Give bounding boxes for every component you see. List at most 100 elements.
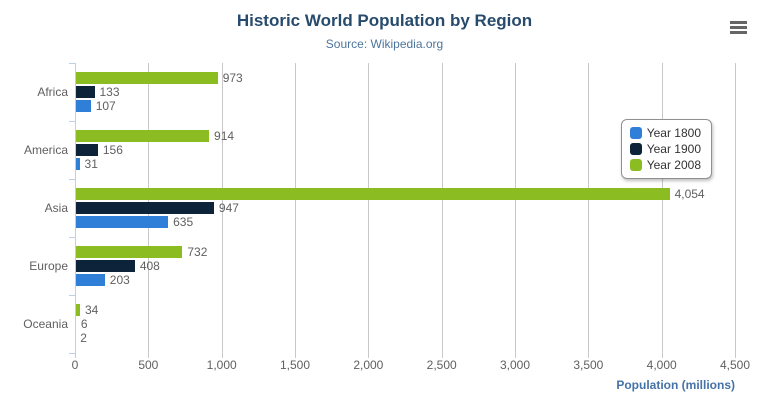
legend-swatch-icon bbox=[629, 127, 642, 139]
bar-year-1900[interactable] bbox=[75, 202, 214, 214]
x-axis-tick-label: 1,000 bbox=[206, 358, 237, 372]
bar-line: 732 bbox=[75, 246, 735, 258]
gridline bbox=[295, 63, 296, 353]
data-label: 947 bbox=[218, 201, 239, 215]
category-label: Europe bbox=[29, 259, 68, 273]
legend-item-year-1800[interactable]: Year 1800 bbox=[629, 125, 701, 141]
bar-year-1800[interactable] bbox=[75, 216, 169, 228]
x-axis-tick-label: 2,500 bbox=[426, 358, 457, 372]
data-label: 914 bbox=[214, 129, 235, 143]
x-axis-tick-label: 0 bbox=[71, 358, 79, 372]
legend-label: Year 1800 bbox=[646, 126, 701, 140]
gridline bbox=[441, 63, 443, 353]
bar-line: 947 bbox=[75, 202, 735, 214]
bar-line: 6 bbox=[75, 318, 735, 330]
x-axis-tick-label: 4,500 bbox=[719, 358, 751, 372]
category-label: America bbox=[23, 143, 68, 157]
bar-line: 4,054 bbox=[75, 188, 735, 200]
legend-item-year-1900[interactable]: Year 1900 bbox=[629, 141, 701, 157]
x-axis-labels: 0 500 1,000 1,500 2,000 2,500 3,000 3,500 4,000 4… bbox=[71, 358, 750, 374]
data-label: 156 bbox=[102, 143, 123, 157]
x-axis-tick bbox=[588, 353, 590, 358]
data-label: 2 bbox=[80, 331, 87, 345]
chart-subtitle: Source: Wikipedia.org bbox=[325, 37, 444, 51]
bar-year-2008[interactable] bbox=[75, 246, 183, 258]
gridline bbox=[661, 63, 663, 353]
y-axis-line bbox=[75, 63, 76, 353]
gridline bbox=[368, 63, 370, 353]
data-label: 4,054 bbox=[674, 187, 705, 201]
data-label: 6 bbox=[80, 317, 88, 331]
legend-swatch-icon bbox=[629, 143, 642, 155]
legend-item-year-2008[interactable]: Year 2008 bbox=[629, 157, 701, 173]
x-axis-tick bbox=[148, 353, 150, 358]
bar-year-1900[interactable] bbox=[75, 144, 98, 156]
gridline bbox=[735, 63, 736, 353]
bar-line: 2 bbox=[75, 332, 735, 344]
data-label: 107 bbox=[95, 99, 116, 113]
bar-line: 203 bbox=[75, 274, 735, 286]
x-axis-tick-label: 3,000 bbox=[499, 358, 531, 372]
y-axis-tick bbox=[69, 237, 75, 238]
gridline bbox=[515, 63, 516, 353]
x-axis-tick bbox=[75, 353, 76, 358]
x-axis-tick-label: 2,000 bbox=[353, 358, 384, 372]
x-axis-tick-label: 1,500 bbox=[279, 358, 311, 372]
bar-year-1900[interactable] bbox=[75, 260, 135, 272]
bar-year-1900[interactable] bbox=[75, 86, 95, 98]
bar-year-2008[interactable] bbox=[75, 130, 210, 142]
bar-line: 107 bbox=[75, 100, 735, 112]
category-row: 973 133 107 bbox=[75, 63, 735, 121]
data-label: 732 bbox=[187, 245, 208, 259]
bar-line: 34 bbox=[75, 304, 735, 316]
data-label: 133 bbox=[99, 85, 120, 99]
bar-line: 914 bbox=[75, 130, 735, 142]
category-row: 4,054 947 635 bbox=[75, 179, 735, 237]
data-label: 203 bbox=[109, 273, 130, 287]
bar-year-1800[interactable] bbox=[75, 158, 80, 170]
x-axis-tick bbox=[515, 353, 516, 358]
y-axis-tick bbox=[69, 353, 75, 354]
bar-line: 133 bbox=[75, 86, 735, 98]
gridline bbox=[221, 63, 223, 353]
bar-year-1800[interactable] bbox=[75, 274, 105, 286]
hamburger-icon bbox=[729, 21, 748, 34]
bar-line: 408 bbox=[75, 260, 735, 272]
bar-line: 156 bbox=[75, 144, 735, 156]
data-label: 31 bbox=[84, 157, 98, 171]
legend-swatch-icon bbox=[629, 159, 642, 171]
bar-year-2008[interactable] bbox=[75, 188, 670, 200]
x-axis-tick-label: 500 bbox=[138, 358, 159, 372]
bar-year-2008[interactable] bbox=[75, 72, 218, 84]
data-label: 408 bbox=[139, 259, 160, 273]
data-label: 973 bbox=[222, 71, 243, 85]
y-axis-tick bbox=[69, 63, 75, 64]
y-axis-tick bbox=[69, 121, 75, 122]
x-axis-tick-label: 4,000 bbox=[646, 358, 677, 372]
x-axis-title: Population (millions) bbox=[616, 378, 735, 392]
bar-year-1800[interactable] bbox=[75, 100, 91, 112]
category-label: Oceania bbox=[23, 317, 68, 331]
x-axis-tick-label: 3,500 bbox=[573, 358, 604, 372]
category-row: 34 6 2 bbox=[75, 295, 735, 353]
gridline bbox=[588, 63, 590, 353]
export-menu-button[interactable] bbox=[729, 20, 748, 35]
data-label: 635 bbox=[173, 215, 194, 229]
legend: Year 1800 Year 1900 Year 2008 bbox=[620, 119, 712, 179]
category-label: Africa bbox=[37, 85, 68, 99]
category-row: 914 156 31 bbox=[75, 121, 735, 179]
x-axis-tick bbox=[441, 353, 443, 358]
bar-line: 973 bbox=[75, 72, 735, 84]
y-axis-tick bbox=[69, 295, 75, 296]
x-axis-tick bbox=[221, 353, 223, 358]
legend-label: Year 1900 bbox=[646, 142, 701, 156]
y-axis-tick bbox=[69, 179, 75, 180]
data-label: 34 bbox=[84, 303, 99, 317]
bar-year-2008[interactable] bbox=[75, 304, 80, 316]
category-label: Asia bbox=[44, 201, 68, 215]
chart-title: Historic World Population by Region bbox=[236, 11, 533, 30]
legend-label: Year 2008 bbox=[646, 158, 701, 172]
category-row: 732 408 203 bbox=[75, 237, 735, 295]
bar-line: 31 bbox=[75, 158, 735, 170]
